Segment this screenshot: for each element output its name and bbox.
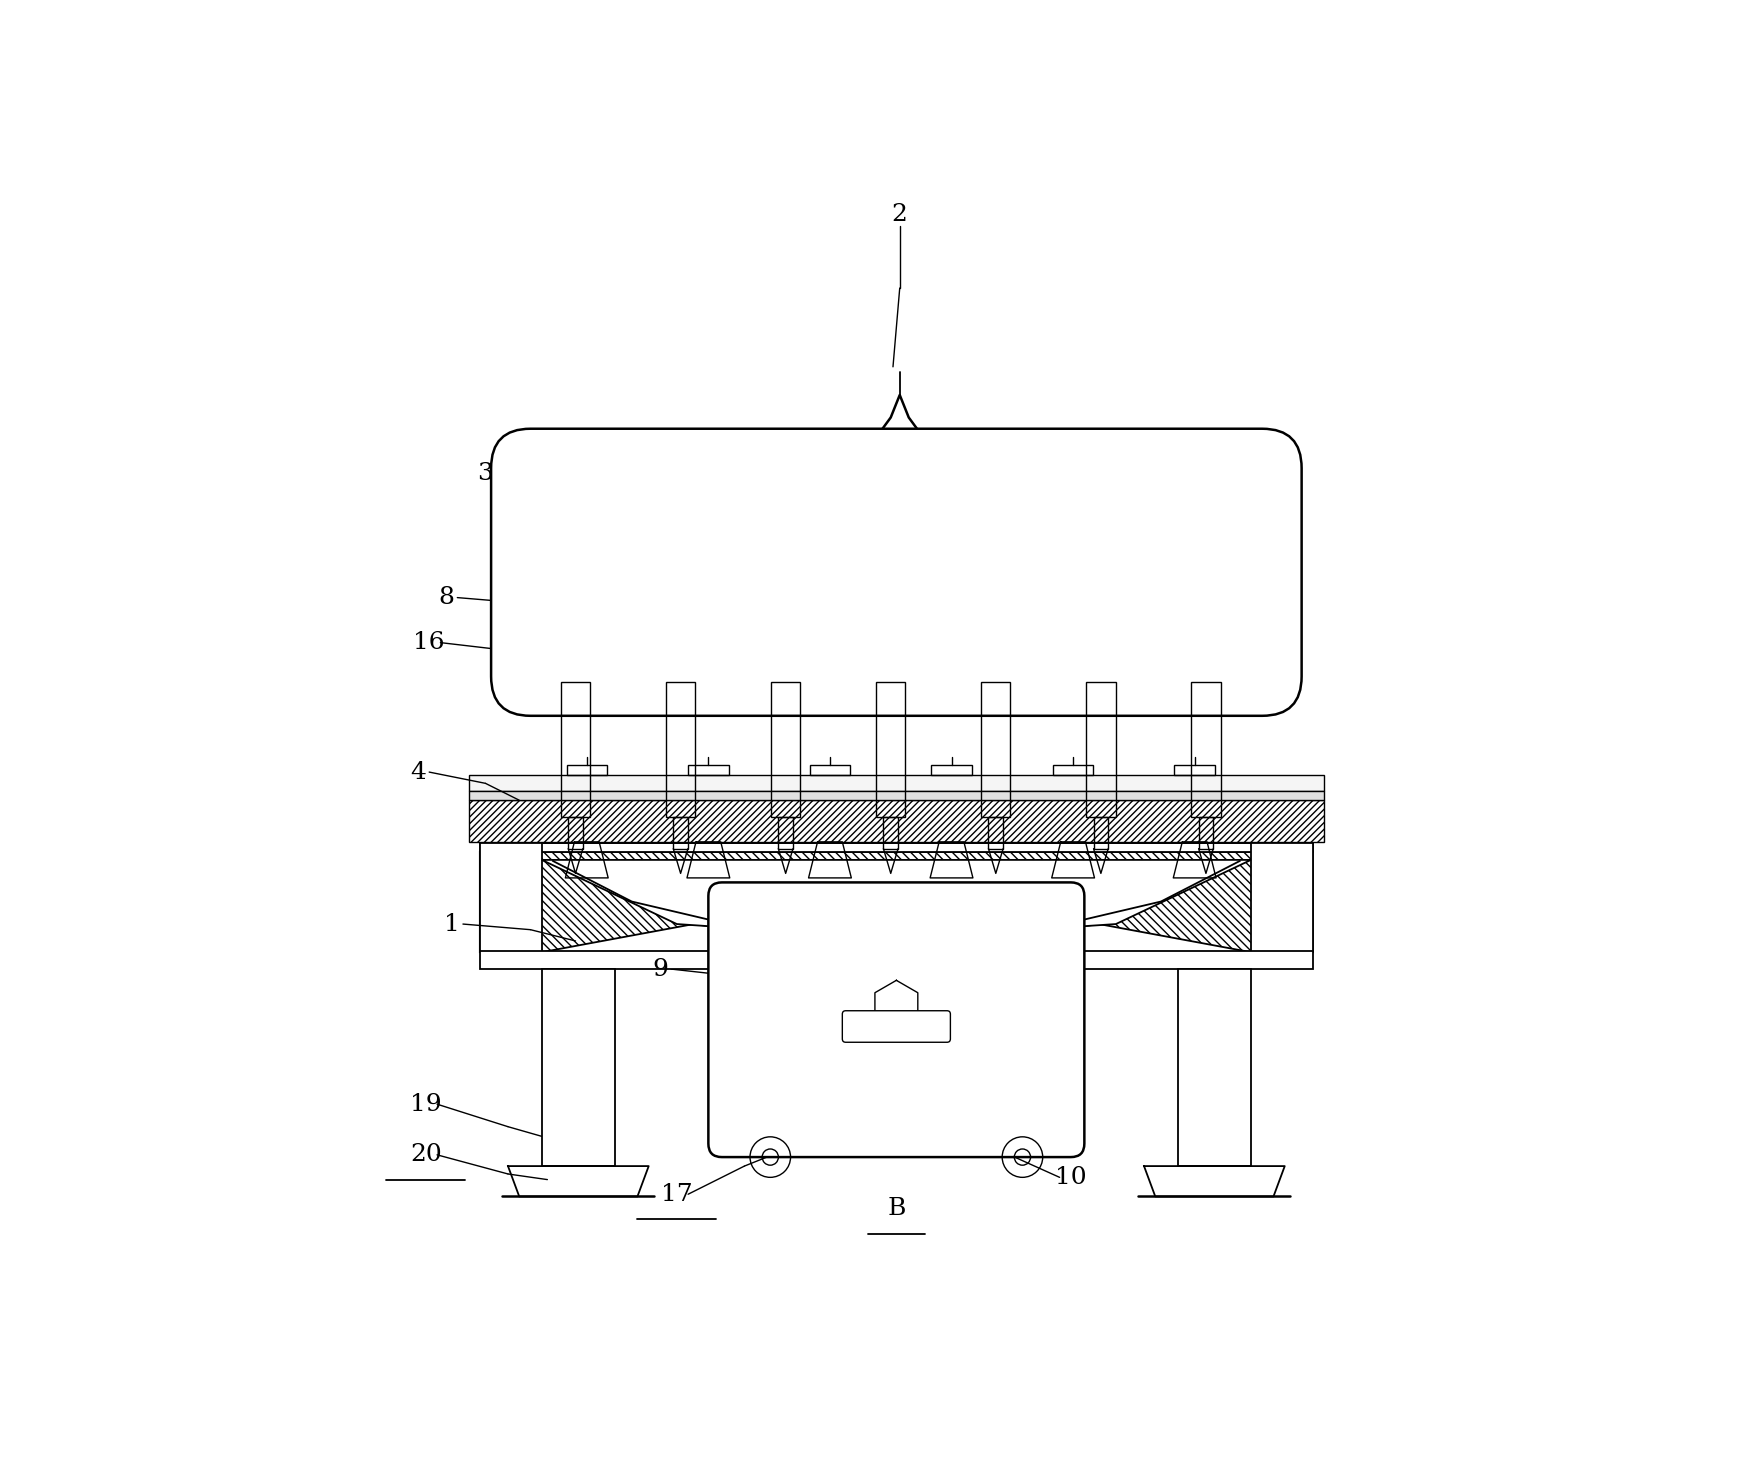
Bar: [687, 765, 729, 775]
Text: 16: 16: [413, 632, 444, 654]
Bar: [1197, 817, 1213, 848]
Bar: [479, 844, 542, 952]
Text: 20: 20: [409, 1143, 442, 1167]
Bar: [479, 952, 1313, 969]
Bar: [468, 800, 1323, 842]
Bar: [874, 924, 918, 969]
Bar: [1173, 765, 1215, 775]
Bar: [1052, 765, 1092, 775]
Bar: [778, 817, 792, 848]
Bar: [1092, 817, 1108, 848]
Bar: [1086, 681, 1115, 817]
Text: 2: 2: [891, 203, 907, 227]
Bar: [981, 681, 1010, 817]
FancyBboxPatch shape: [708, 883, 1084, 1156]
Bar: [561, 681, 589, 817]
Polygon shape: [479, 852, 1313, 952]
Text: 17: 17: [661, 1183, 692, 1206]
Bar: [771, 681, 801, 817]
Bar: [566, 765, 607, 775]
Bar: [930, 765, 972, 775]
Bar: [809, 765, 850, 775]
Bar: [666, 681, 696, 817]
Text: 3: 3: [477, 462, 493, 485]
Bar: [988, 817, 1003, 848]
Text: 8: 8: [439, 586, 454, 610]
Bar: [1190, 681, 1220, 817]
FancyBboxPatch shape: [491, 428, 1301, 716]
Bar: [876, 681, 905, 817]
FancyBboxPatch shape: [843, 1010, 949, 1042]
Polygon shape: [542, 860, 1250, 939]
Bar: [1176, 969, 1250, 1167]
Bar: [479, 844, 1313, 852]
Text: 19: 19: [409, 1092, 440, 1116]
Text: 1: 1: [444, 912, 460, 936]
Bar: [883, 817, 897, 848]
Bar: [542, 969, 615, 1167]
Bar: [1250, 844, 1313, 952]
Text: 9: 9: [652, 958, 668, 981]
Text: B: B: [886, 1197, 905, 1221]
Bar: [468, 791, 1323, 800]
Text: 10: 10: [1054, 1165, 1086, 1189]
Text: 4: 4: [409, 760, 425, 784]
Bar: [673, 817, 687, 848]
Bar: [468, 775, 1323, 791]
Bar: [568, 817, 582, 848]
